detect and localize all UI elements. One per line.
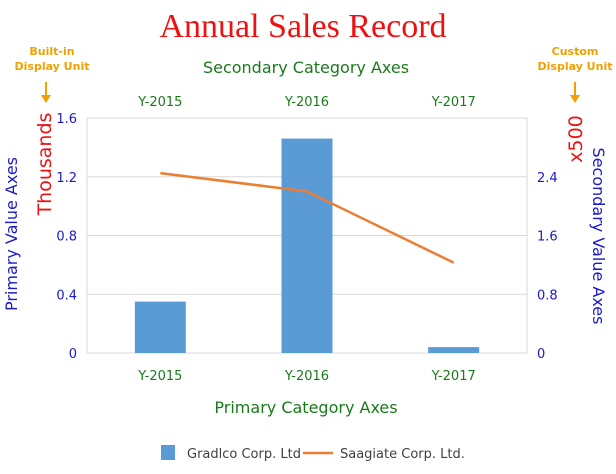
custom-unit-arrow-icon: [570, 82, 580, 103]
series-line: [160, 171, 455, 264]
legend-bar-swatch: [161, 445, 175, 460]
secondary-value-tick-label: 0: [537, 347, 545, 362]
builtin-display-unit-annotation-line2: Display Unit: [15, 60, 90, 73]
secondary-value-tick-label: 1.6: [537, 230, 558, 245]
secondary-value-tick-label: 2.4: [537, 171, 558, 186]
secondary-value-tick-label: 0.8: [537, 288, 558, 303]
custom-display-unit-annotation-line2: Display Unit: [538, 60, 613, 73]
bar-series: [134, 138, 480, 353]
bar: [134, 301, 186, 353]
primary-category-axis-title: Primary Category Axes: [214, 398, 397, 417]
line-series: [160, 171, 455, 264]
primary-value-tick-label: 1.6: [56, 112, 77, 127]
primary-value-tick-label: 1.2: [56, 171, 77, 186]
primary-value-tick-label: 0.4: [56, 288, 77, 303]
secondary-category-tick-label: Y-2017: [431, 95, 476, 110]
bar: [281, 138, 333, 353]
primary-category-tick-label: Y-2015: [137, 369, 182, 384]
primary-category-tick-label: Y-2016: [284, 369, 329, 384]
primary-category-tick-label: Y-2017: [431, 369, 476, 384]
secondary-category-tick-label: Y-2015: [137, 95, 182, 110]
primary-value-tick-label: 0: [69, 347, 77, 362]
secondary-category-axis-title: Secondary Category Axes: [203, 58, 409, 77]
axis-ticks: 0 0.4 0.8 1.2 1.6 0 0.8 1.6 2.4 Y-2015 Y-2015 Y-201…: [56, 95, 557, 384]
builtin-display-unit-annotation-line1: Built-in: [29, 45, 74, 58]
secondary-display-unit-label: x500: [565, 115, 587, 163]
primary-display-unit-label: Thousands: [34, 113, 56, 217]
secondary-category-tick-label: Y-2016: [284, 95, 329, 110]
secondary-value-axis-title: Secondary Value Axes: [589, 148, 608, 325]
primary-value-tick-label: 0.8: [56, 230, 77, 245]
legend-line-label: Saagiate Corp. Ltd.: [340, 447, 465, 462]
legend-bar-label: Gradlco Corp. Ltd: [187, 447, 301, 462]
custom-display-unit-annotation-line1: Custom: [552, 45, 599, 58]
primary-value-axis-title: Primary Value Axes: [2, 157, 21, 311]
legend: Gradlco Corp. Ltd Saagiate Corp. Ltd.: [161, 445, 465, 462]
chart-title: Annual Sales Record: [159, 8, 446, 45]
bar: [428, 347, 480, 353]
builtin-unit-arrow-icon: [41, 82, 51, 103]
